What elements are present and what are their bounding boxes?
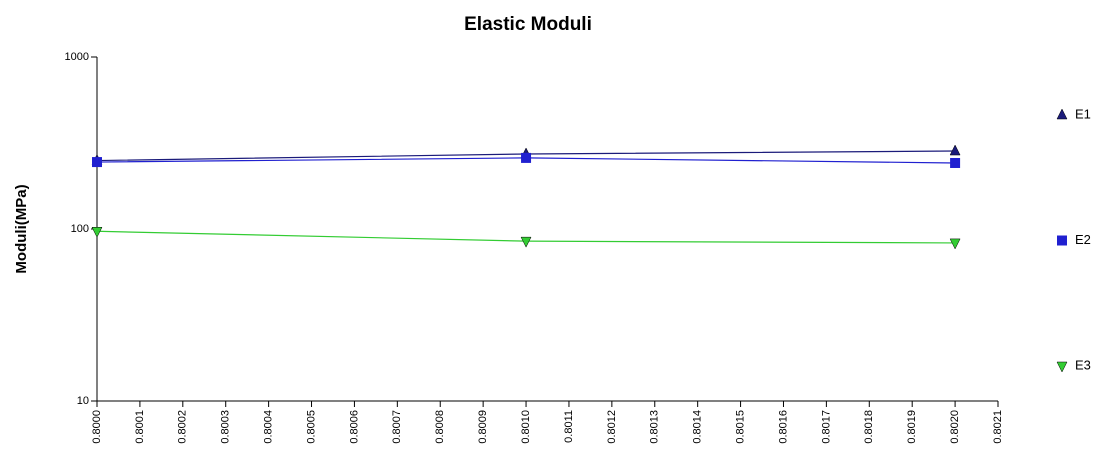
x-tick-label: 0.8017 [820,410,832,444]
x-tick-label: 0.8021 [992,410,1004,444]
x-tick-label: 0.8016 [777,410,789,444]
legend-label: E1 [1075,106,1091,121]
chart-title: Elastic Moduli [464,14,592,35]
x-tick-label: 0.8003 [220,410,232,444]
x-tick-label: 0.8002 [177,410,189,444]
marker [949,238,961,250]
marker [521,152,532,163]
y-tick-label: 10 [77,395,89,407]
legend-label: E2 [1075,232,1091,247]
x-tick-label: 0.8019 [906,410,918,444]
legend-marker [1057,235,1067,246]
x-tick-label: 0.8006 [348,410,360,444]
x-tick-label: 0.8013 [649,410,661,444]
x-tick-label: 0.8009 [477,410,489,444]
x-tick-label: 0.8020 [949,410,961,444]
x-tick-label: 0.8000 [91,410,103,444]
x-tick-label: 0.8001 [134,410,146,444]
marker [520,236,532,248]
y-axis-label: Moduli(MPa) [13,184,30,273]
x-tick-label: 0.8014 [692,410,704,444]
marker [92,157,102,168]
y-tick-label: 100 [71,223,89,235]
y-tick-label: 1000 [65,51,89,63]
x-tick-label: 0.8008 [434,410,446,444]
x-tick-label: 0.8012 [606,410,618,444]
legend-marker [1056,108,1068,120]
x-tick-label: 0.8011 [563,410,575,443]
x-tick-label: 0.8018 [863,410,875,444]
x-tick-label: 0.8004 [263,410,275,444]
marker [950,157,961,168]
legend-label: E3 [1075,357,1091,372]
x-tick-label: 0.8005 [305,410,317,444]
marker [949,144,961,156]
legend-marker [1056,361,1068,373]
marker [91,227,103,238]
x-tick-label: 0.8015 [734,410,746,444]
x-tick-label: 0.8010 [520,410,532,444]
x-tick-label: 0.8007 [391,410,403,444]
